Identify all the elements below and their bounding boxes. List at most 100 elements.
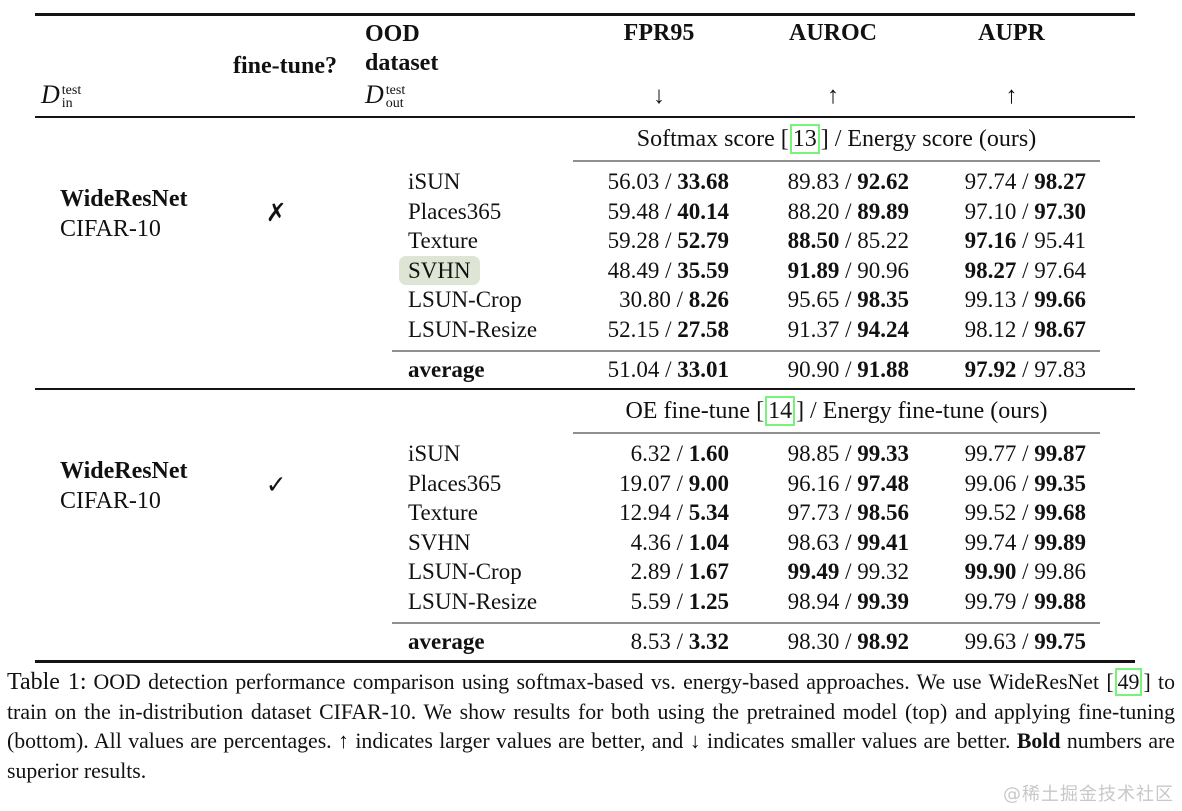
value-separator: / bbox=[1016, 357, 1035, 382]
ood-dataset-cell: Texture bbox=[365, 226, 575, 256]
value-separator: / bbox=[659, 228, 678, 253]
down-arrow-icon: ↓ bbox=[653, 83, 665, 109]
softmax-value: 99.63 bbox=[964, 629, 1017, 654]
energy-value: 1.67 bbox=[688, 559, 729, 584]
metric-cell: 96.16 / 97.48 bbox=[743, 469, 923, 499]
value-separator: / bbox=[670, 500, 689, 525]
method-title: OE fine-tune [14] / Energy fine-tune (ou… bbox=[573, 390, 1100, 432]
section-results: OE fine-tune [14] / Energy fine-tune (ou… bbox=[365, 390, 1135, 660]
value-separator: / bbox=[1016, 470, 1035, 496]
citation-link[interactable]: 49 bbox=[1114, 668, 1143, 696]
metric-cell: 88.20 / 89.89 bbox=[743, 197, 923, 227]
metric-cell: 59.48 / 40.14 bbox=[575, 197, 743, 227]
ood-dataset-cell: iSUN bbox=[365, 439, 575, 469]
in-distribution-dataset: CIFAR-10 bbox=[60, 488, 161, 514]
model-column: WideResNet CIFAR-10 ✗ bbox=[35, 118, 365, 388]
value-separator: / bbox=[1016, 169, 1035, 194]
metric-cell: 99.90 / 99.86 bbox=[923, 557, 1100, 587]
value-separator: / bbox=[670, 559, 689, 584]
average-row: average 8.53 / 3.32 98.30 / 98.92 99.63 / … bbox=[365, 624, 1135, 660]
ood-dataset-cell: SVHN bbox=[365, 255, 575, 286]
energy-value: 33.68 bbox=[677, 169, 729, 194]
softmax-value: 91.89 bbox=[787, 257, 840, 283]
softmax-value: 5.59 bbox=[630, 588, 671, 614]
ood-dataset-cell: Texture bbox=[365, 498, 575, 528]
softmax-value: 99.77 bbox=[964, 441, 1017, 466]
section-results: Softmax score [13] / Energy score (ours)… bbox=[365, 118, 1135, 388]
table-row: Texture 12.94 / 5.34 97.73 / 98.56 99.52 / … bbox=[365, 498, 1135, 528]
watermark: @稀土掘金技术社区 bbox=[1003, 784, 1174, 805]
ood-dataset-cell: SVHN bbox=[365, 528, 575, 558]
value-separator: / bbox=[670, 470, 689, 496]
ood-dataset-cell: LSUN-Resize bbox=[365, 587, 575, 617]
model-name: WideResNet bbox=[60, 458, 188, 484]
energy-value: 99.33 bbox=[857, 441, 909, 466]
energy-value: 99.35 bbox=[1034, 470, 1086, 496]
energy-value: 33.01 bbox=[677, 357, 729, 382]
softmax-value: 97.16 bbox=[964, 228, 1017, 253]
caption-bold-word: Bold bbox=[1016, 729, 1061, 753]
value-separator: / bbox=[659, 169, 678, 194]
value-separator: / bbox=[839, 470, 858, 496]
caption-text: numbers are superior results. bbox=[7, 729, 1175, 783]
softmax-value: 2.89 bbox=[630, 559, 671, 584]
value-separator: / bbox=[839, 198, 858, 224]
value-separator: / bbox=[670, 588, 689, 614]
energy-value: 52.79 bbox=[677, 228, 729, 253]
method-title-pre: OE fine-tune [ bbox=[625, 398, 765, 424]
softmax-value: 97.10 bbox=[964, 198, 1017, 224]
metric-cell: 12.94 / 5.34 bbox=[575, 498, 743, 528]
energy-value: 98.35 bbox=[857, 287, 909, 312]
metric-cell: 99.49 / 99.32 bbox=[743, 557, 923, 587]
metric-cell: 98.12 / 98.67 bbox=[923, 315, 1100, 345]
value-separator: / bbox=[839, 357, 858, 382]
energy-value: 91.88 bbox=[857, 357, 909, 382]
energy-value: 35.59 bbox=[677, 257, 729, 283]
table-row: iSUN 56.03 / 33.68 89.83 / 92.62 97.74 / 98… bbox=[365, 167, 1135, 197]
softmax-value: 95.65 bbox=[787, 287, 840, 312]
energy-value: 92.62 bbox=[857, 169, 909, 194]
value-separator: / bbox=[839, 500, 858, 525]
ood-dataset-name: iSUN bbox=[408, 441, 461, 466]
energy-value: 97.64 bbox=[1034, 257, 1086, 283]
energy-value: 99.39 bbox=[857, 588, 909, 614]
ood-dataset-name: SVHN bbox=[408, 529, 471, 555]
average-label: average bbox=[408, 357, 485, 382]
section-finetuned: WideResNet CIFAR-10 ✓ OE fine-tune [14] … bbox=[35, 390, 1135, 660]
table-row: Places365 59.48 / 40.14 88.20 / 89.89 97.10… bbox=[365, 197, 1135, 227]
energy-value: 3.32 bbox=[688, 629, 729, 654]
value-separator: / bbox=[1016, 316, 1035, 342]
metric-cell: 97.10 / 97.30 bbox=[923, 197, 1100, 227]
metric-cell: 98.27 / 97.64 bbox=[923, 256, 1100, 286]
metric-cell: 99.52 / 99.68 bbox=[923, 498, 1100, 528]
energy-value: 40.14 bbox=[677, 198, 729, 224]
up-arrow-icon: ↑ bbox=[1005, 83, 1018, 109]
metric-cell: 88.50 / 85.22 bbox=[743, 226, 923, 256]
energy-value: 1.25 bbox=[688, 588, 729, 614]
value-separator: / bbox=[1016, 629, 1035, 654]
dout-sub: out bbox=[385, 96, 404, 111]
table-row: Places365 19.07 / 9.00 96.16 / 97.48 99.06 … bbox=[365, 469, 1135, 499]
softmax-value: 98.94 bbox=[787, 588, 840, 614]
ood-dataset-name: iSUN bbox=[408, 169, 461, 194]
softmax-value: 59.48 bbox=[607, 198, 660, 224]
citation-link[interactable]: 14 bbox=[765, 396, 796, 426]
metric-cell: 99.13 / 99.66 bbox=[923, 285, 1100, 315]
table-row: Texture 59.28 / 52.79 88.50 / 85.22 97.16 /… bbox=[365, 226, 1135, 256]
softmax-value: 99.52 bbox=[964, 500, 1017, 525]
value-separator: / bbox=[1016, 228, 1035, 253]
rows-block: iSUN 6.32 / 1.60 98.85 / 99.33 99.77 / 99.8… bbox=[365, 439, 1135, 616]
value-separator: / bbox=[839, 228, 858, 253]
table-row: SVHN 4.36 / 1.04 98.63 / 99.41 99.74 / 99.8… bbox=[365, 528, 1135, 558]
value-separator: / bbox=[659, 198, 678, 224]
energy-value: 89.89 bbox=[857, 198, 909, 224]
softmax-value: 88.50 bbox=[787, 228, 840, 253]
citation-link[interactable]: 13 bbox=[789, 124, 820, 154]
softmax-value: 99.74 bbox=[964, 529, 1017, 555]
in-distribution-dataset: CIFAR-10 bbox=[60, 216, 161, 242]
ood-dataset-name: LSUN-Crop bbox=[408, 287, 522, 312]
value-separator: / bbox=[1016, 500, 1035, 525]
softmax-value: 99.90 bbox=[964, 559, 1017, 584]
